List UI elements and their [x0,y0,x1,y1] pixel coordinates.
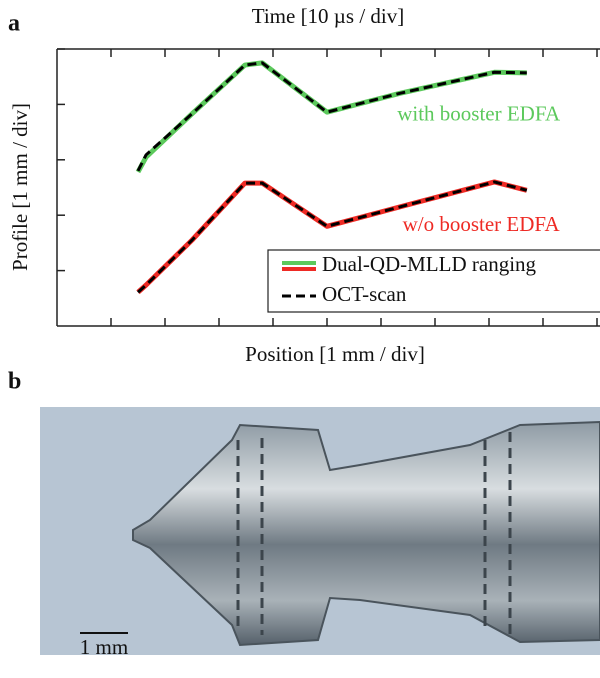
panel-label: a [8,11,20,37]
pellet [132,420,600,647]
photo: 1 mm [40,407,600,659]
legend-label: OCT-scan [322,282,407,306]
dashed-line [137,180,528,294]
legend-box [267,249,600,313]
panel-label: b [8,369,21,395]
plot-area: with booster EDFA w/o booster EDFA [135,60,561,295]
top-axis-label: Time [10 µs / div] [252,4,405,28]
legend: Dual-QD-MLLD ranging OCT-scan [267,249,600,313]
scale-bar-label: 1 mm [80,635,128,659]
annotation: w/o booster EDFA [403,212,561,236]
y-axis-label: Profile [1 mm / div] [8,103,32,271]
legend-label: Dual-QD-MLLD ranging [322,252,537,276]
annotation: with booster EDFA [397,101,561,125]
chart: Time [10 µs / div] Position [1 mm / div]… [8,4,600,366]
pellet-ridges [236,432,512,640]
x-axis-label: Position [1 mm / div] [245,342,425,366]
dashed-line [136,61,527,172]
